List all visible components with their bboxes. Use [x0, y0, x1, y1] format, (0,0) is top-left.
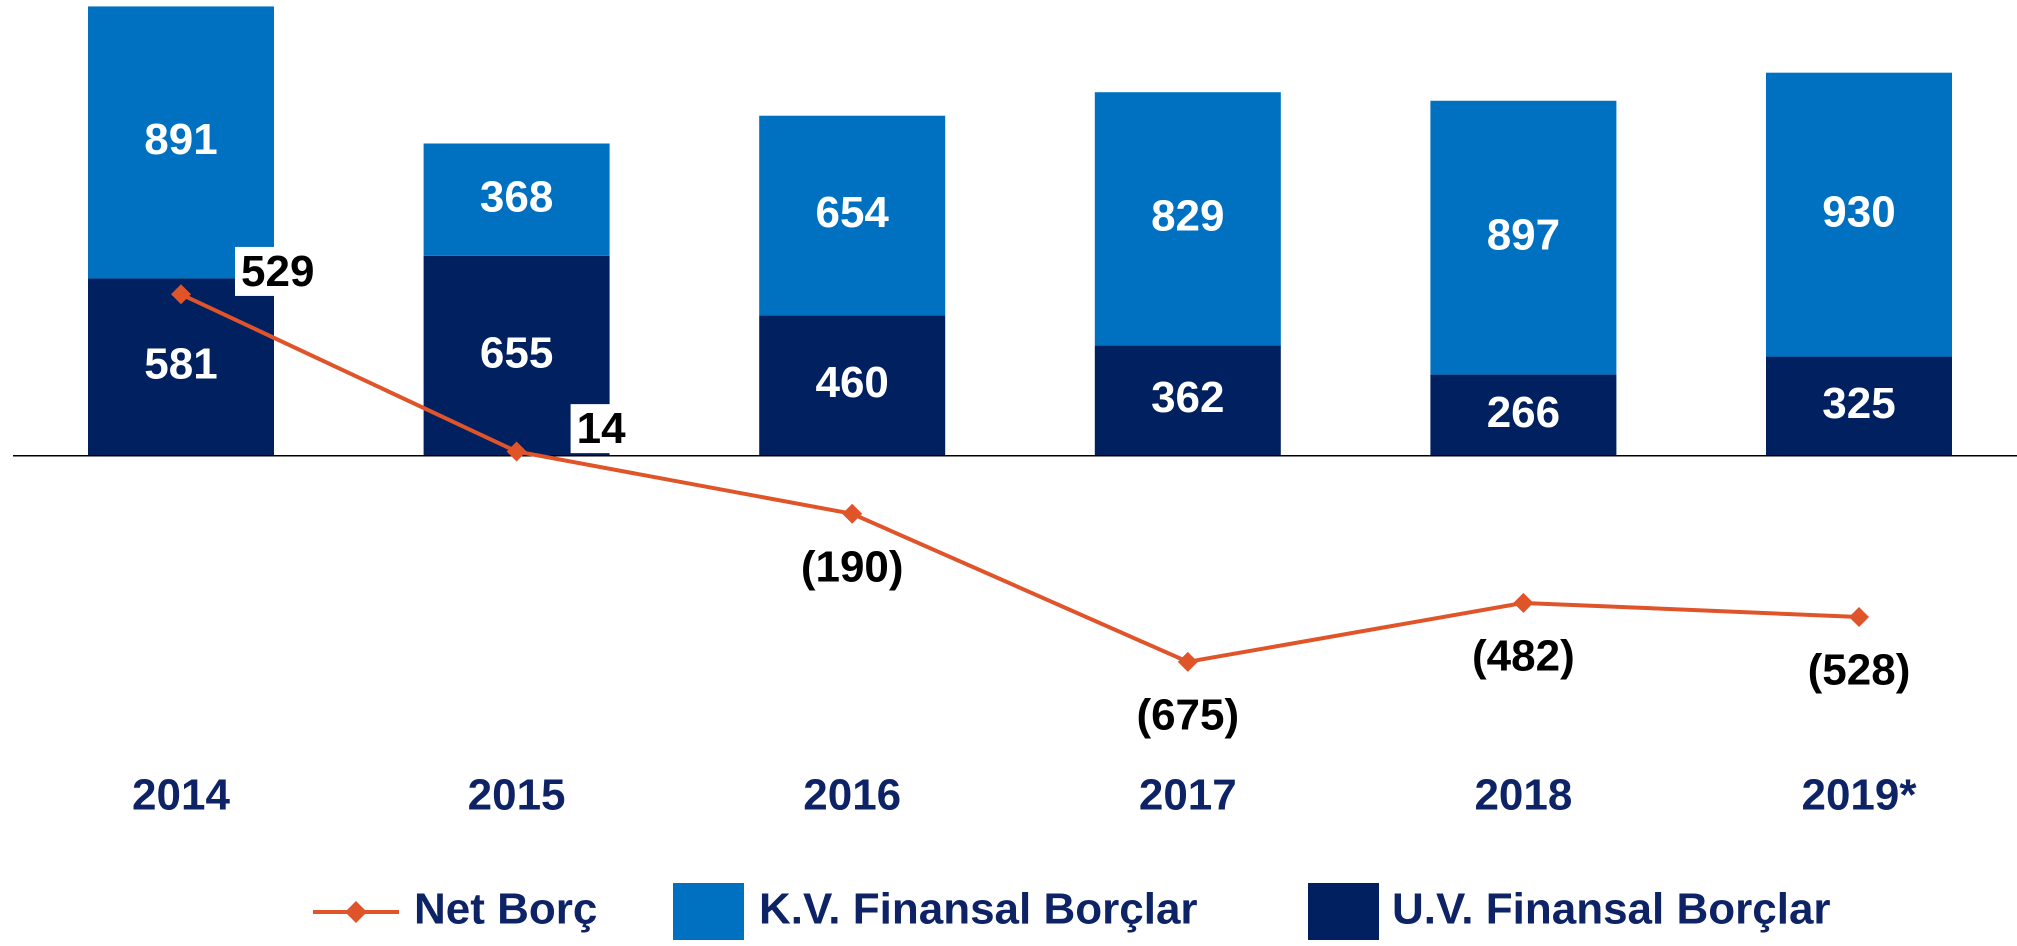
- label-background: [235, 246, 321, 296]
- x-tick-label: 2016: [803, 771, 901, 820]
- legend-swatch: [673, 883, 744, 940]
- x-tick-label: 2014: [132, 771, 230, 820]
- line-marker: [1513, 592, 1534, 613]
- bar-segment: [1766, 356, 1952, 456]
- line-value-label: 529: [241, 247, 314, 296]
- line-value-label: (675): [1136, 690, 1239, 739]
- bar-value-label: 891: [144, 115, 217, 164]
- x-tick-label: 2019*: [1801, 771, 1917, 820]
- bar-segment: [423, 143, 610, 256]
- bar-value-label: 325: [1822, 379, 1895, 428]
- bar-value-label: 897: [1487, 210, 1560, 259]
- net-debt-line: [180, 292, 1860, 664]
- line-value-label: 14: [577, 404, 626, 453]
- legend-label: U.V. Finansal Borçlar: [1392, 885, 1831, 934]
- bar-value-label: 829: [1151, 191, 1224, 240]
- legend-swatch: [1308, 883, 1379, 940]
- label-background: [570, 404, 633, 454]
- bar-segment: [1094, 92, 1281, 346]
- line-label-group: 529: [235, 246, 321, 296]
- bar-value-label: 581: [144, 340, 217, 389]
- legend-marker: [345, 901, 367, 923]
- bar-segment: [1430, 374, 1617, 456]
- line-marker: [1849, 606, 1869, 627]
- bar-value-label: 266: [1487, 388, 1560, 437]
- line-marker: [1177, 651, 1198, 672]
- bar-value-label: 654: [815, 188, 889, 237]
- bar-segment: [88, 6, 274, 279]
- line-value-label: (190): [801, 542, 904, 591]
- bar-segment: [1094, 345, 1281, 456]
- bar-value-label: 655: [480, 328, 553, 377]
- bar-value-label: 368: [480, 172, 553, 221]
- bar-value-label: 460: [815, 358, 888, 407]
- line-value-label: (482): [1472, 632, 1575, 681]
- line-marker: [171, 284, 191, 305]
- line-label-group: 14: [570, 404, 633, 454]
- bar-segment: [1430, 100, 1617, 375]
- bar-segment: [1766, 72, 1952, 357]
- x-tick-label: 2015: [468, 771, 566, 820]
- x-tick-label: 2018: [1474, 771, 1572, 820]
- bar-segment: [88, 278, 274, 456]
- line-marker: [506, 441, 527, 462]
- bar-value-label: 362: [1151, 373, 1224, 422]
- bar-value-label: 930: [1822, 187, 1895, 236]
- legend-label: Net Borç: [414, 885, 597, 934]
- bar-segment: [759, 115, 946, 316]
- line-marker: [842, 503, 863, 524]
- bar-segment: [759, 315, 946, 456]
- line-value-label: (528): [1808, 646, 1911, 695]
- legend-label: K.V. Finansal Borçlar: [759, 885, 1198, 934]
- x-tick-label: 2017: [1139, 771, 1237, 820]
